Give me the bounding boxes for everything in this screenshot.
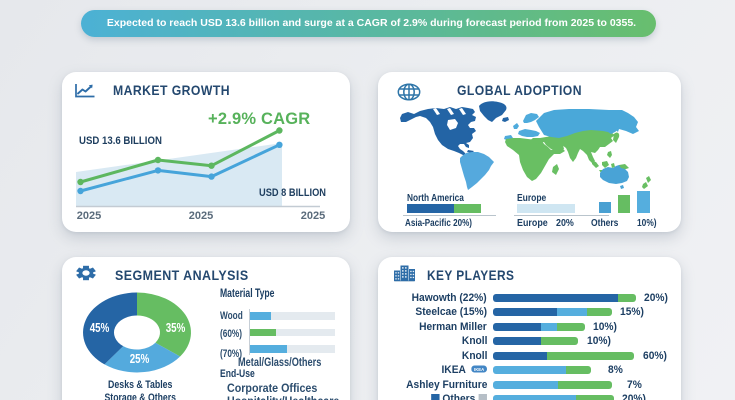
svg-text:IKEA: IKEA [474,367,485,372]
